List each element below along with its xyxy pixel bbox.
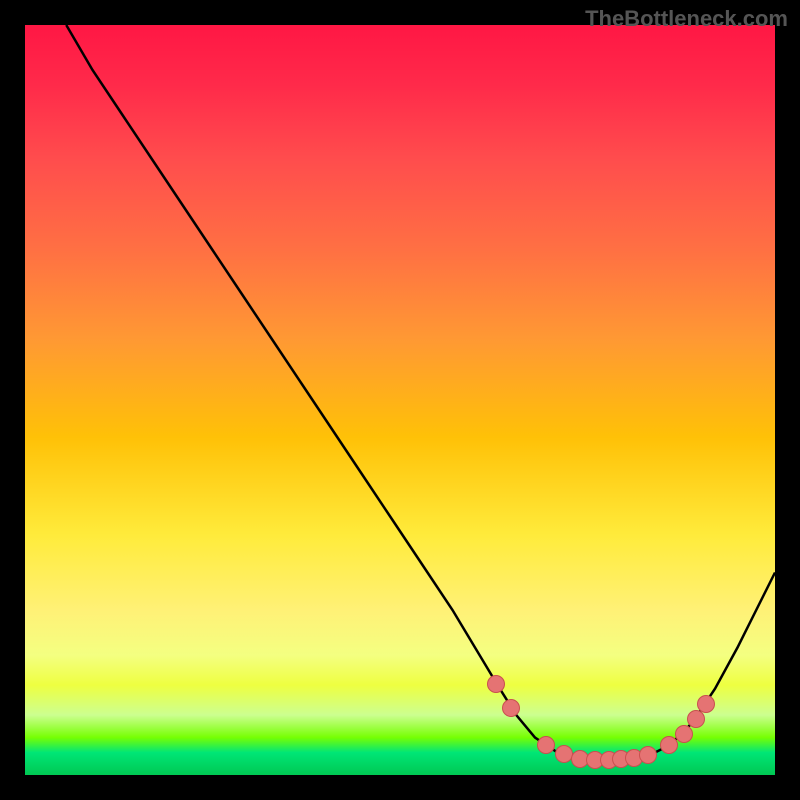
data-marker bbox=[639, 746, 657, 764]
bottleneck-curve bbox=[66, 25, 775, 762]
watermark-text: TheBottleneck.com bbox=[585, 6, 788, 32]
curve-layer bbox=[25, 25, 775, 775]
data-marker bbox=[487, 675, 505, 693]
data-marker bbox=[687, 710, 705, 728]
data-marker bbox=[660, 736, 678, 754]
plot-area bbox=[25, 25, 775, 775]
data-marker bbox=[675, 725, 693, 743]
data-marker bbox=[502, 699, 520, 717]
data-marker bbox=[555, 745, 573, 763]
data-marker bbox=[537, 736, 555, 754]
data-marker bbox=[697, 695, 715, 713]
